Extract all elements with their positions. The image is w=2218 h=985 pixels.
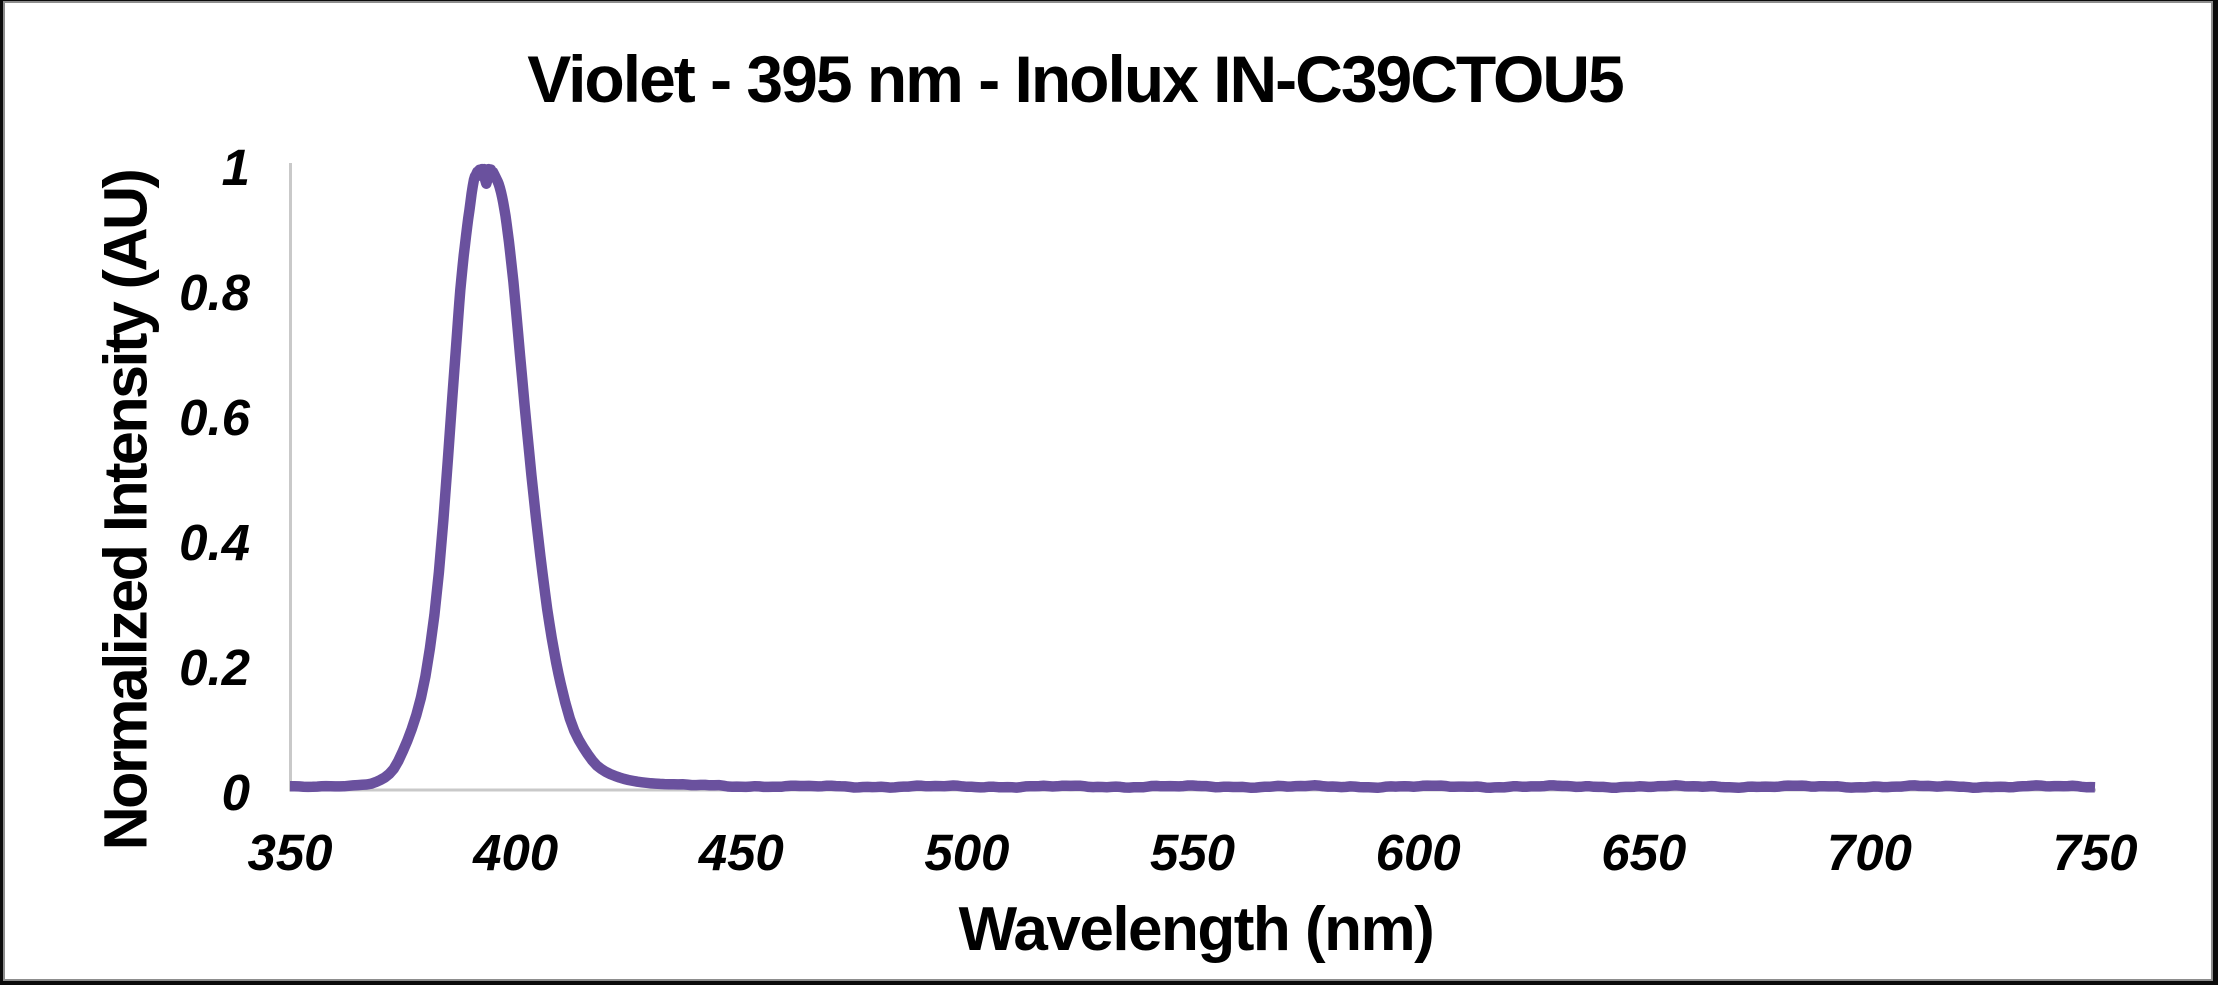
x-tick-label: 700 xyxy=(1826,824,1912,881)
chart-title: Violet - 395 nm - Inolux IN-C39CTOU5 xyxy=(527,42,1624,116)
y-axis-title: Normalized Intensity (AU) xyxy=(91,170,160,851)
x-tick-label: 550 xyxy=(1149,824,1236,881)
x-tick-label: 350 xyxy=(247,824,333,881)
x-tick-label: 750 xyxy=(2052,824,2138,881)
y-tick-label: 0.4 xyxy=(179,514,250,571)
y-tick-label: 1 xyxy=(221,139,250,196)
x-tick-label: 400 xyxy=(473,824,559,881)
x-tick-label: 650 xyxy=(1601,824,1687,881)
x-tick-label: 600 xyxy=(1375,824,1461,881)
y-tick-label: 0.8 xyxy=(179,264,250,321)
x-tick-label: 450 xyxy=(698,824,784,881)
y-tick-label: 0.2 xyxy=(179,639,250,696)
x-tick-label: 500 xyxy=(924,824,1010,881)
x-axis-title: Wavelength (nm) xyxy=(958,895,1435,964)
y-tick-label: 0.6 xyxy=(179,389,250,446)
y-tick-label: 0 xyxy=(221,764,250,821)
series-line xyxy=(289,163,2096,794)
